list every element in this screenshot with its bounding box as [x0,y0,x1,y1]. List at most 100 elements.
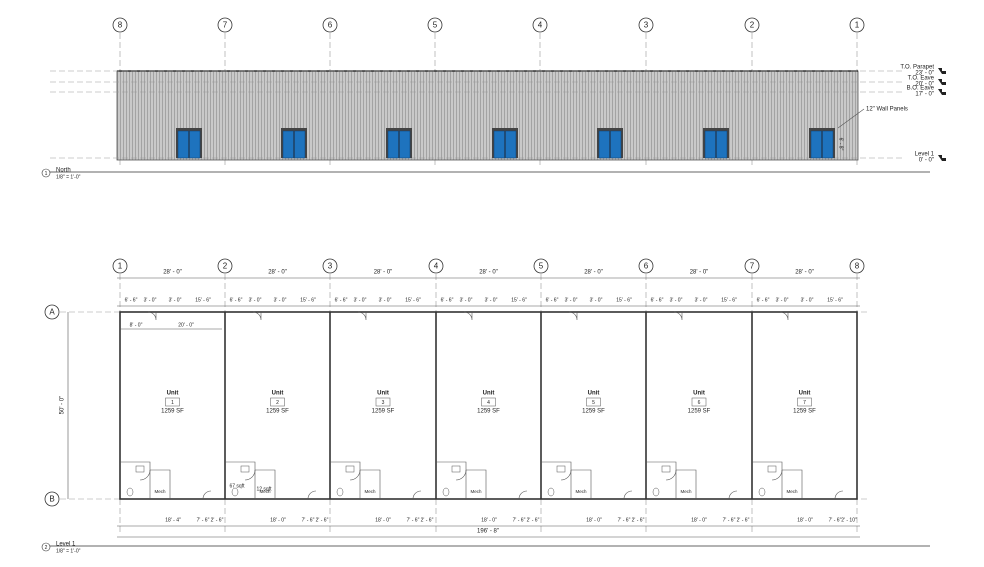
top-dimension: 3' - 0" [144,297,157,303]
top-dimension: 3' - 0" [485,297,498,303]
grid-bubble [744,17,760,33]
mech-label: Mech [259,489,271,494]
sink [345,465,355,473]
top-dimension: 3' - 0" [354,297,367,303]
grid-bubble [638,258,654,274]
toilet [442,487,450,497]
unit-area: 1259 SF [688,409,711,415]
level-marker [938,155,946,161]
view-name: North [56,168,71,174]
bottom-dimension: 7' - 6" [407,517,420,523]
unit-area: 1259 SF [477,409,500,415]
top-dimension: 3' - 0" [379,297,392,303]
grid-label: 3 [328,262,333,271]
door-leaf [177,130,189,159]
mech-label: Mech [575,489,587,494]
bottom-dimension: 18' - 0" [586,517,602,523]
level-name: B.O. Eave [907,86,935,92]
unit-number: 4 [487,400,490,406]
view-scale: 1/8" = 1'-0" [56,548,81,554]
sink [451,465,461,473]
grid-bubble [427,17,443,33]
bay-dimension: 28' - 0" [584,270,603,276]
bottom-dimension: 18' - 0" [270,517,286,523]
door-leaf [387,130,399,159]
grid-label: 1 [855,21,860,30]
bottom-dimension: 2' - 6" [421,517,434,523]
top-dimension: 6' - 6" [335,297,348,303]
bay-dimension: 28' - 0" [795,270,814,276]
top-dimension: 6' - 6" [546,297,559,303]
unit-area: 1259 SF [582,409,605,415]
unit-number-box [586,397,601,407]
door-leaf [189,130,201,159]
unit-number-box [375,397,391,407]
view-name: Level 1 [56,542,76,548]
grid-bubble [849,258,865,274]
grid-bubble [428,258,444,274]
note-leader [837,108,865,129]
unit-dimension: 8' - 0" [130,322,143,328]
grid-bubble [217,258,233,274]
bay-dimension: 28' - 0" [374,270,393,276]
room-area: 12 sqft [256,486,272,492]
grid-bubble [532,17,548,33]
door-swing [665,469,677,481]
door-swing [463,311,473,321]
level-elevation: 23' - 0" [915,71,934,77]
bottom-dimension: 18' - 4" [165,517,181,523]
unit-number: 5 [592,400,595,406]
unit-label: Unit [483,391,495,397]
grid-bubble [217,17,233,33]
bay-dimension: 28' - 0" [479,270,498,276]
bottom-dimension: 18' - 0" [691,517,707,523]
door-swing [623,490,633,500]
bottom-dimension: 2' - 10" [841,517,857,523]
door-swing [673,311,683,321]
restroom-walls [752,461,803,499]
bottom-dimension: 7' - 6" [197,517,210,523]
unit-number-box [481,397,496,407]
sink [767,465,777,473]
door-leaf [399,130,411,159]
bottom-dimension: 18' - 0" [375,517,391,523]
unit-number: 2 [276,400,279,406]
restroom-walls [225,461,276,499]
unit-area: 1259 SF [266,409,289,415]
mech-label: Mech [786,489,798,494]
restroom-walls [330,461,381,499]
unit-number-box [691,397,707,407]
overall-width: 196' - 8" [477,529,499,535]
top-dimension: 3' - 0" [590,297,603,303]
level-elevation: 17' - 0" [915,92,934,98]
top-dimension: 15' - 6" [827,297,843,303]
restroom-walls [120,461,171,499]
exterior-wall [119,311,858,500]
top-dimension: 15' - 6" [195,297,211,303]
top-dimension: 3' - 0" [249,297,262,303]
door-swing [771,469,783,481]
grid-label: 7 [750,262,755,271]
bay-dimension: 28' - 0" [163,270,182,276]
grid-bubble [322,258,338,274]
unit-label: Unit [588,391,600,397]
bottom-dimension: 2' - 6" [632,517,645,523]
sink [240,465,250,473]
top-dimension: 3' - 0" [776,297,789,303]
toilet [547,487,555,497]
bottom-dimension: 18' - 0" [797,517,813,523]
bottom-dimension: 2' - 6" [737,517,750,523]
door-swing [202,490,212,500]
level-elevation: 0' - 0" [919,158,934,164]
door-leaf [704,130,716,159]
unit-number-box [270,397,285,407]
view-number: 2 [45,545,48,551]
view-bubble [41,542,51,552]
top-dimension: 3' - 0" [565,297,578,303]
top-dimension: 3' - 0" [274,297,287,303]
grid-label: 5 [433,21,438,30]
view-number: 1 [45,171,48,177]
door-leaf [294,130,306,159]
top-dimension: 15' - 6" [511,297,527,303]
